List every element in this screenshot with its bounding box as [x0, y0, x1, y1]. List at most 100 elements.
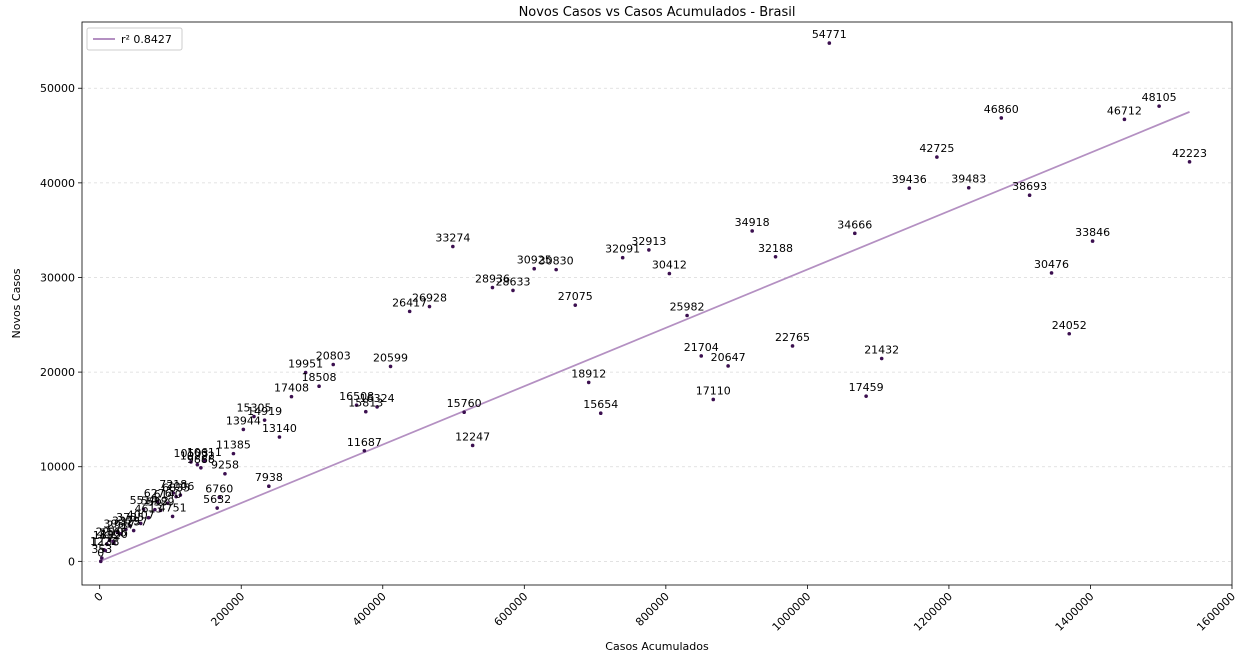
data-point-54 — [199, 465, 203, 470]
data-point-56 — [267, 484, 271, 489]
data-point-40 — [375, 405, 379, 409]
data-label-57: 7218 — [159, 478, 187, 491]
data-label-24: 26417 — [392, 296, 427, 309]
data-label-46: 13944 — [226, 414, 261, 427]
data-point-52 — [189, 460, 193, 464]
data-point-60 — [217, 495, 222, 500]
data-point-12 — [451, 244, 455, 249]
data-label-14: 32188 — [758, 242, 793, 255]
data-point-23 — [427, 304, 432, 309]
points-layer — [98, 41, 1192, 564]
data-label-28: 21704 — [684, 341, 719, 354]
data-label-65: 5389 — [147, 495, 175, 508]
data-label-29: 21432 — [864, 344, 899, 357]
data-label-11: 33846 — [1075, 226, 1110, 239]
data-point-22 — [573, 303, 578, 307]
data-label-26: 24052 — [1052, 319, 1087, 332]
data-label-68: 4613 — [135, 503, 163, 516]
data-point-18 — [667, 271, 672, 276]
x-axis-ticks: 0 200000 400000 600000 800000 1000000 1200000 1… — [92, 585, 1238, 634]
data-point-8 — [1027, 193, 1032, 198]
data-label-58: 6835 — [162, 482, 190, 495]
data-label-43: 15654 — [583, 398, 618, 411]
data-point-74 — [119, 531, 123, 536]
data-label-45: 14919 — [247, 405, 282, 418]
data-label-81: 353 — [91, 543, 112, 556]
data-label-9: 34918 — [735, 216, 770, 229]
data-point-19 — [1049, 271, 1054, 275]
data-point-65 — [158, 508, 163, 513]
data-label-23: 26928 — [412, 292, 447, 305]
data-point-63 — [141, 507, 146, 511]
data-label-12: 33274 — [435, 231, 470, 244]
data-point-14 — [773, 254, 778, 259]
data-label-56: 7938 — [255, 471, 283, 484]
data-label-34: 18912 — [571, 367, 606, 380]
data-point-61 — [155, 500, 160, 504]
data-point-58 — [174, 494, 178, 499]
legend-label: r² 0.8427 — [121, 33, 172, 46]
data-label-48: 12247 — [455, 430, 490, 443]
data-label-74: 2917 — [107, 519, 135, 532]
data-label-31: 20647 — [711, 351, 746, 364]
data-point-6 — [907, 186, 912, 190]
data-label-71: 3058 — [103, 517, 131, 530]
data-label-37: 17408 — [274, 382, 309, 395]
x-axis-label: Casos Acumulados — [605, 640, 709, 653]
chart-title: Novos Casos vs Casos Acumulados - Brasil — [519, 5, 796, 20]
data-label-82: 0 — [97, 546, 104, 559]
data-point-66 — [215, 506, 219, 510]
data-point-70 — [128, 524, 132, 528]
data-point-36 — [864, 394, 868, 398]
x-tick-label-6: 1200000 — [911, 590, 955, 634]
data-label-69: 4007 — [127, 508, 155, 521]
data-point-10 — [853, 231, 857, 236]
data-label-53: 10222 — [180, 450, 215, 463]
x-tick-label-3: 600000 — [492, 590, 531, 629]
data-point-38 — [711, 397, 716, 402]
data-label-22: 27075 — [558, 290, 593, 303]
y-tick-label-4: 40000 — [40, 177, 75, 190]
data-label-10: 34666 — [837, 218, 872, 231]
data-point-34 — [586, 380, 591, 385]
data-point-13 — [647, 248, 651, 252]
data-label-18: 30412 — [652, 259, 687, 272]
data-point-41 — [363, 409, 368, 414]
y-tick-label-3: 30000 — [40, 271, 75, 284]
data-label-73: 3257 — [120, 516, 148, 529]
data-label-35: 18508 — [302, 371, 337, 384]
data-label-30: 20803 — [316, 350, 351, 363]
data-label-27: 22765 — [775, 331, 810, 344]
x-tick-label-1: 200000 — [208, 590, 247, 629]
data-point-62 — [165, 501, 170, 506]
data-label-5: 42223 — [1172, 147, 1207, 160]
data-label-67: 4751 — [159, 501, 187, 514]
data-point-25 — [685, 313, 689, 318]
data-label-8: 38693 — [1012, 180, 1047, 193]
y-axis-label: Novos Casos — [10, 268, 23, 338]
data-label-61: 6276 — [144, 487, 172, 500]
data-point-53 — [195, 462, 200, 467]
data-label-21: 28633 — [495, 275, 530, 288]
data-label-63: 5514 — [130, 494, 158, 507]
data-point-21 — [511, 288, 515, 293]
data-point-49 — [362, 448, 367, 453]
data-label-78: 1930 — [100, 528, 128, 541]
data-point-11 — [1090, 239, 1095, 243]
data-point-47 — [277, 435, 282, 439]
data-point-4 — [935, 155, 939, 159]
data-point-35 — [317, 384, 321, 389]
data-label-4: 42725 — [919, 142, 954, 155]
data-label-15: 32091 — [605, 243, 640, 256]
data-label-60: 6760 — [205, 482, 233, 495]
data-label-38: 17110 — [696, 384, 731, 397]
data-label-0: 54771 — [812, 28, 847, 41]
y-tick-label-1: 10000 — [40, 461, 75, 474]
data-point-17 — [554, 267, 558, 272]
data-label-52: 10503 — [173, 447, 208, 460]
legend-box — [86, 27, 183, 51]
data-point-71 — [115, 530, 120, 535]
data-point-7 — [966, 185, 971, 190]
data-point-75 — [104, 542, 109, 546]
